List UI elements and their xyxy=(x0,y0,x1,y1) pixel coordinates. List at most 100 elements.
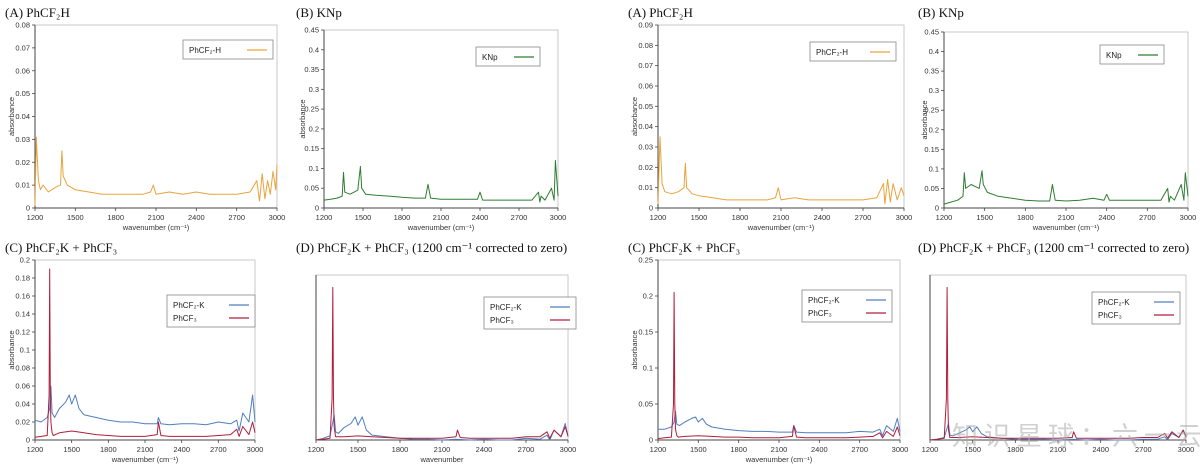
y-tick-label: 0.45 xyxy=(924,28,939,37)
x-tick-label: 2700 xyxy=(1139,213,1156,222)
legend-label: KNp xyxy=(482,53,498,62)
y-tick-label: 0.06 xyxy=(15,66,30,75)
panel-title: (A) PhCF₂H xyxy=(628,5,693,20)
x-tick-label: 3000 xyxy=(560,445,577,454)
y-tick-label: 0.06 xyxy=(15,382,30,391)
legend-label: PhCF₃ xyxy=(808,309,832,318)
x-tick-label: 2100 xyxy=(137,445,154,454)
legend-box xyxy=(801,289,893,323)
series-line-blue xyxy=(658,410,901,437)
x-tick-label: 1800 xyxy=(107,213,124,222)
y-tick-label: 0 xyxy=(26,204,30,213)
x-tick-label: 1800 xyxy=(394,213,411,222)
panel-title: (D) PhCF₂K + PhCF₃ (1200 cm⁻¹ corrected … xyxy=(918,240,1190,255)
y-tick-label: 0.01 xyxy=(638,183,653,192)
chart-c-right: 1200 1500 1800 2100 2400 2700 3000 0 0.05 0.1 0.15… xyxy=(630,256,908,465)
chart-panel-a-left: (A) PhCF₂H 1200 1500 1800 2100 2400 2700 3000 0… xyxy=(5,5,290,232)
y-tick-label: 0 xyxy=(26,436,30,445)
y-tick-label: 0.02 xyxy=(15,418,30,427)
chart-panel-d-left: (D) PhCF₂K + PhCF₃ (1200 cm⁻¹ corrected … xyxy=(296,240,626,466)
chart-c-left: 1200 1500 1800 2100 2400 2700 3000 0 0.02 0.04 0.0… xyxy=(7,256,264,465)
x-tick-label: 1500 xyxy=(355,213,372,222)
chart-panel-b-right: (B) KNp 1200 1500 1800 2100 2400 2700 3000 0 0.0… xyxy=(918,5,1196,232)
y-tick-label: 0 xyxy=(315,204,319,213)
legend-label: PhCF₂-H xyxy=(189,46,221,55)
x-tick-label: 1200 xyxy=(27,445,44,454)
y-axis-label: absorbance xyxy=(7,330,16,369)
y-tick-label: 0.01 xyxy=(15,181,30,190)
x-tick-label: 1500 xyxy=(67,213,84,222)
x-tick-label: 1200 xyxy=(922,445,939,454)
y-tick-label: 0.25 xyxy=(638,256,653,265)
x-tick-label: 2400 xyxy=(476,445,493,454)
legend-label: PhCF₃ xyxy=(173,314,197,323)
chart-b-left: 1200 1500 1800 2100 2400 2700 3000 0 0.05 0.1 0.15… xyxy=(298,26,566,233)
x-tick-label: 1800 xyxy=(100,445,117,454)
y-tick-label: 0.1 xyxy=(643,364,653,373)
chart-panel-c-right: (C) PhCF₂K + PhCF₃ 1200 1500 1800 2100 2400 2… xyxy=(628,240,910,466)
y-tick-label: 0.2 xyxy=(929,125,939,134)
y-tick-label: 0.07 xyxy=(638,61,653,70)
y-axis-label: absorbance xyxy=(630,330,639,369)
y-tick-label: 0.15 xyxy=(638,328,653,337)
series-line-red xyxy=(657,291,901,440)
legend-box xyxy=(166,294,256,328)
x-tick-label: 1500 xyxy=(63,445,80,454)
chart-d-left: 1200 1500 1800 2100 2400 2700 3000 wavenumber Ph… xyxy=(308,274,577,464)
x-axis-label: wavenumber (cm⁻¹) xyxy=(745,455,813,464)
chart-panel-a-right: (A) PhCF₂H 1200 1500 1800 2100 2400 2700 3000 0… xyxy=(628,5,912,232)
legend-box xyxy=(809,41,897,62)
y-axis-label: absorbance xyxy=(630,97,639,136)
series-line-blue xyxy=(34,385,256,432)
y-tick-label: 0.02 xyxy=(638,163,653,172)
y-tick-label: 0.2 xyxy=(309,124,319,133)
legend-label: PhCF₂-H xyxy=(816,48,848,57)
chart-d-right: 1200 1500 1800 2100 2400 2700 3000 PhCF₂-K PhCF₃ xyxy=(922,274,1194,454)
y-tick-label: 0.05 xyxy=(304,184,319,193)
x-tick-label: 3000 xyxy=(247,445,264,454)
panel-title: (D) PhCF₂K + PhCF₃ (1200 cm⁻¹ corrected … xyxy=(296,240,568,255)
y-axis-label: absorbance xyxy=(920,100,929,139)
series-line-red xyxy=(929,286,1187,441)
y-tick-label: 0.2 xyxy=(20,256,30,265)
legend-label: PhCF₃ xyxy=(490,316,514,325)
x-tick-label: 1200 xyxy=(27,213,44,222)
series-line-red xyxy=(34,268,256,438)
series-line-blue xyxy=(315,414,569,441)
x-tick-label: 1800 xyxy=(732,213,749,222)
y-tick-label: 0.07 xyxy=(15,43,30,52)
y-tick-label: 0.4 xyxy=(929,47,939,56)
x-axis-label: wavenumber (cm⁻¹) xyxy=(122,223,190,232)
y-tick-label: 0.02 xyxy=(15,158,30,167)
chart-panel-b-left: (B) KNp 1200 1500 1800 2100 2400 2700 3000 0 0.0… xyxy=(296,5,576,233)
x-tick-label: 1800 xyxy=(392,445,409,454)
x-tick-label: 2700 xyxy=(511,213,528,222)
legend-label: PhCF₂-K xyxy=(490,303,522,312)
x-tick-label: 1800 xyxy=(1007,445,1024,454)
y-tick-label: 0.4 xyxy=(309,45,319,54)
x-tick-label: 2700 xyxy=(1135,445,1152,454)
series-line-green xyxy=(323,160,559,203)
y-tick-label: 0.05 xyxy=(638,400,653,409)
x-tick-label: 2100 xyxy=(1058,213,1075,222)
x-tick-label: 1200 xyxy=(316,213,333,222)
x-tick-label: 2700 xyxy=(855,213,872,222)
series-line-orange xyxy=(34,136,278,206)
y-tick-label: 0.1 xyxy=(929,164,939,173)
legend-box xyxy=(483,296,577,330)
x-tick-label: 2700 xyxy=(518,445,535,454)
x-tick-label: 3000 xyxy=(1180,213,1197,222)
panel-title: (C) PhCF₂K + PhCF₃ xyxy=(628,240,741,255)
x-tick-label: 1200 xyxy=(650,445,667,454)
series-line-blue xyxy=(929,423,1187,441)
x-tick-label: 1500 xyxy=(964,445,981,454)
y-tick-label: 0.3 xyxy=(309,85,319,94)
x-tick-label: 2100 xyxy=(433,213,450,222)
x-tick-label: 1200 xyxy=(308,445,325,454)
x-tick-label: 2400 xyxy=(173,445,190,454)
legend-box xyxy=(182,39,274,60)
x-tick-label: 2700 xyxy=(851,445,868,454)
y-tick-label: 0.04 xyxy=(15,400,30,409)
y-tick-label: 0 xyxy=(649,436,653,445)
y-tick-label: 0.16 xyxy=(15,292,30,301)
